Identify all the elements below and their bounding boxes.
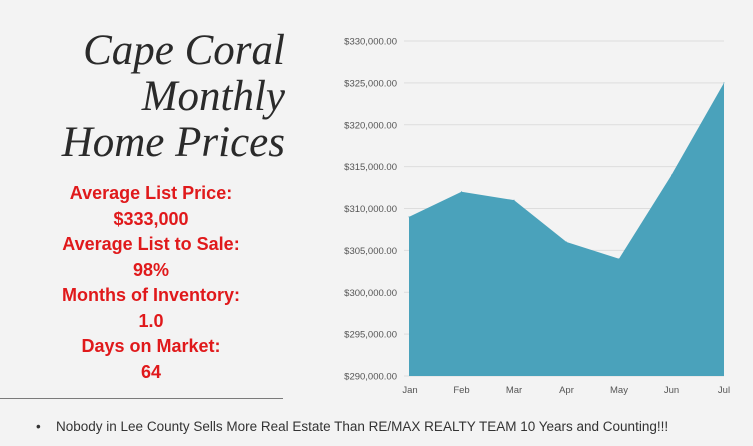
price-area-chart: $290,000.00 $295,000.00 $300,000.00 $305,00… (344, 37, 730, 397)
x-tick-label: Mar (506, 385, 522, 396)
avg-list-price-value: $333,000 (113, 208, 189, 229)
y-tick-label: $300,000.00 (344, 288, 397, 299)
y-tick-label: $305,000.00 (344, 246, 397, 257)
avg-list-price-label: Average List Price: (69, 183, 233, 203)
x-tick-label: Jun (664, 385, 679, 396)
y-tick-label: $320,000.00 (344, 120, 397, 131)
avg-list-to-sale-value: 98% (132, 259, 170, 280)
x-tick-label: Feb (453, 385, 469, 396)
data-point (513, 199, 515, 201)
y-tick-label: $310,000.00 (344, 204, 397, 215)
y-tick-label: $290,000.00 (344, 372, 397, 383)
bullet-icon: • (36, 419, 41, 434)
area-series (409, 82, 724, 376)
title-line: Monthly (141, 73, 285, 120)
days-on-market-value: 64 (140, 361, 162, 382)
x-tick-label: Jan (402, 385, 417, 396)
footer-note: • Nobody in Lee County Sells More Real Es… (36, 419, 746, 434)
y-tick-label: $325,000.00 (344, 78, 397, 89)
title-line: Cape Coral (83, 27, 285, 74)
months-inventory-label: Months of Inventory: (62, 285, 240, 305)
y-tick-label: $315,000.00 (344, 162, 397, 173)
data-point (566, 241, 567, 243)
data-point (408, 216, 410, 218)
data-point (618, 258, 620, 260)
months-inventory-value: 1.0 (138, 310, 164, 331)
x-tick-label: Jul (718, 385, 730, 396)
x-tick-label: Apr (559, 385, 574, 396)
data-point (461, 191, 462, 193)
avg-list-to-sale-label: Average List to Sale: (62, 234, 240, 254)
footer-text: Nobody in Lee County Sells More Real Est… (56, 419, 669, 434)
y-tick-label: $330,000.00 (344, 37, 397, 48)
days-on-market-label: Days on Market: (81, 336, 221, 356)
x-tick-label: May (610, 385, 628, 396)
y-tick-label: $295,000.00 (344, 330, 397, 341)
stats-panel: Average List Price: $333,000 Average Lis… (40, 181, 262, 385)
data-point (671, 174, 672, 176)
divider (0, 398, 283, 399)
data-point (723, 82, 725, 84)
page-title: Cape Coral Monthly Home Prices (30, 28, 285, 166)
title-line: Home Prices (61, 119, 285, 166)
